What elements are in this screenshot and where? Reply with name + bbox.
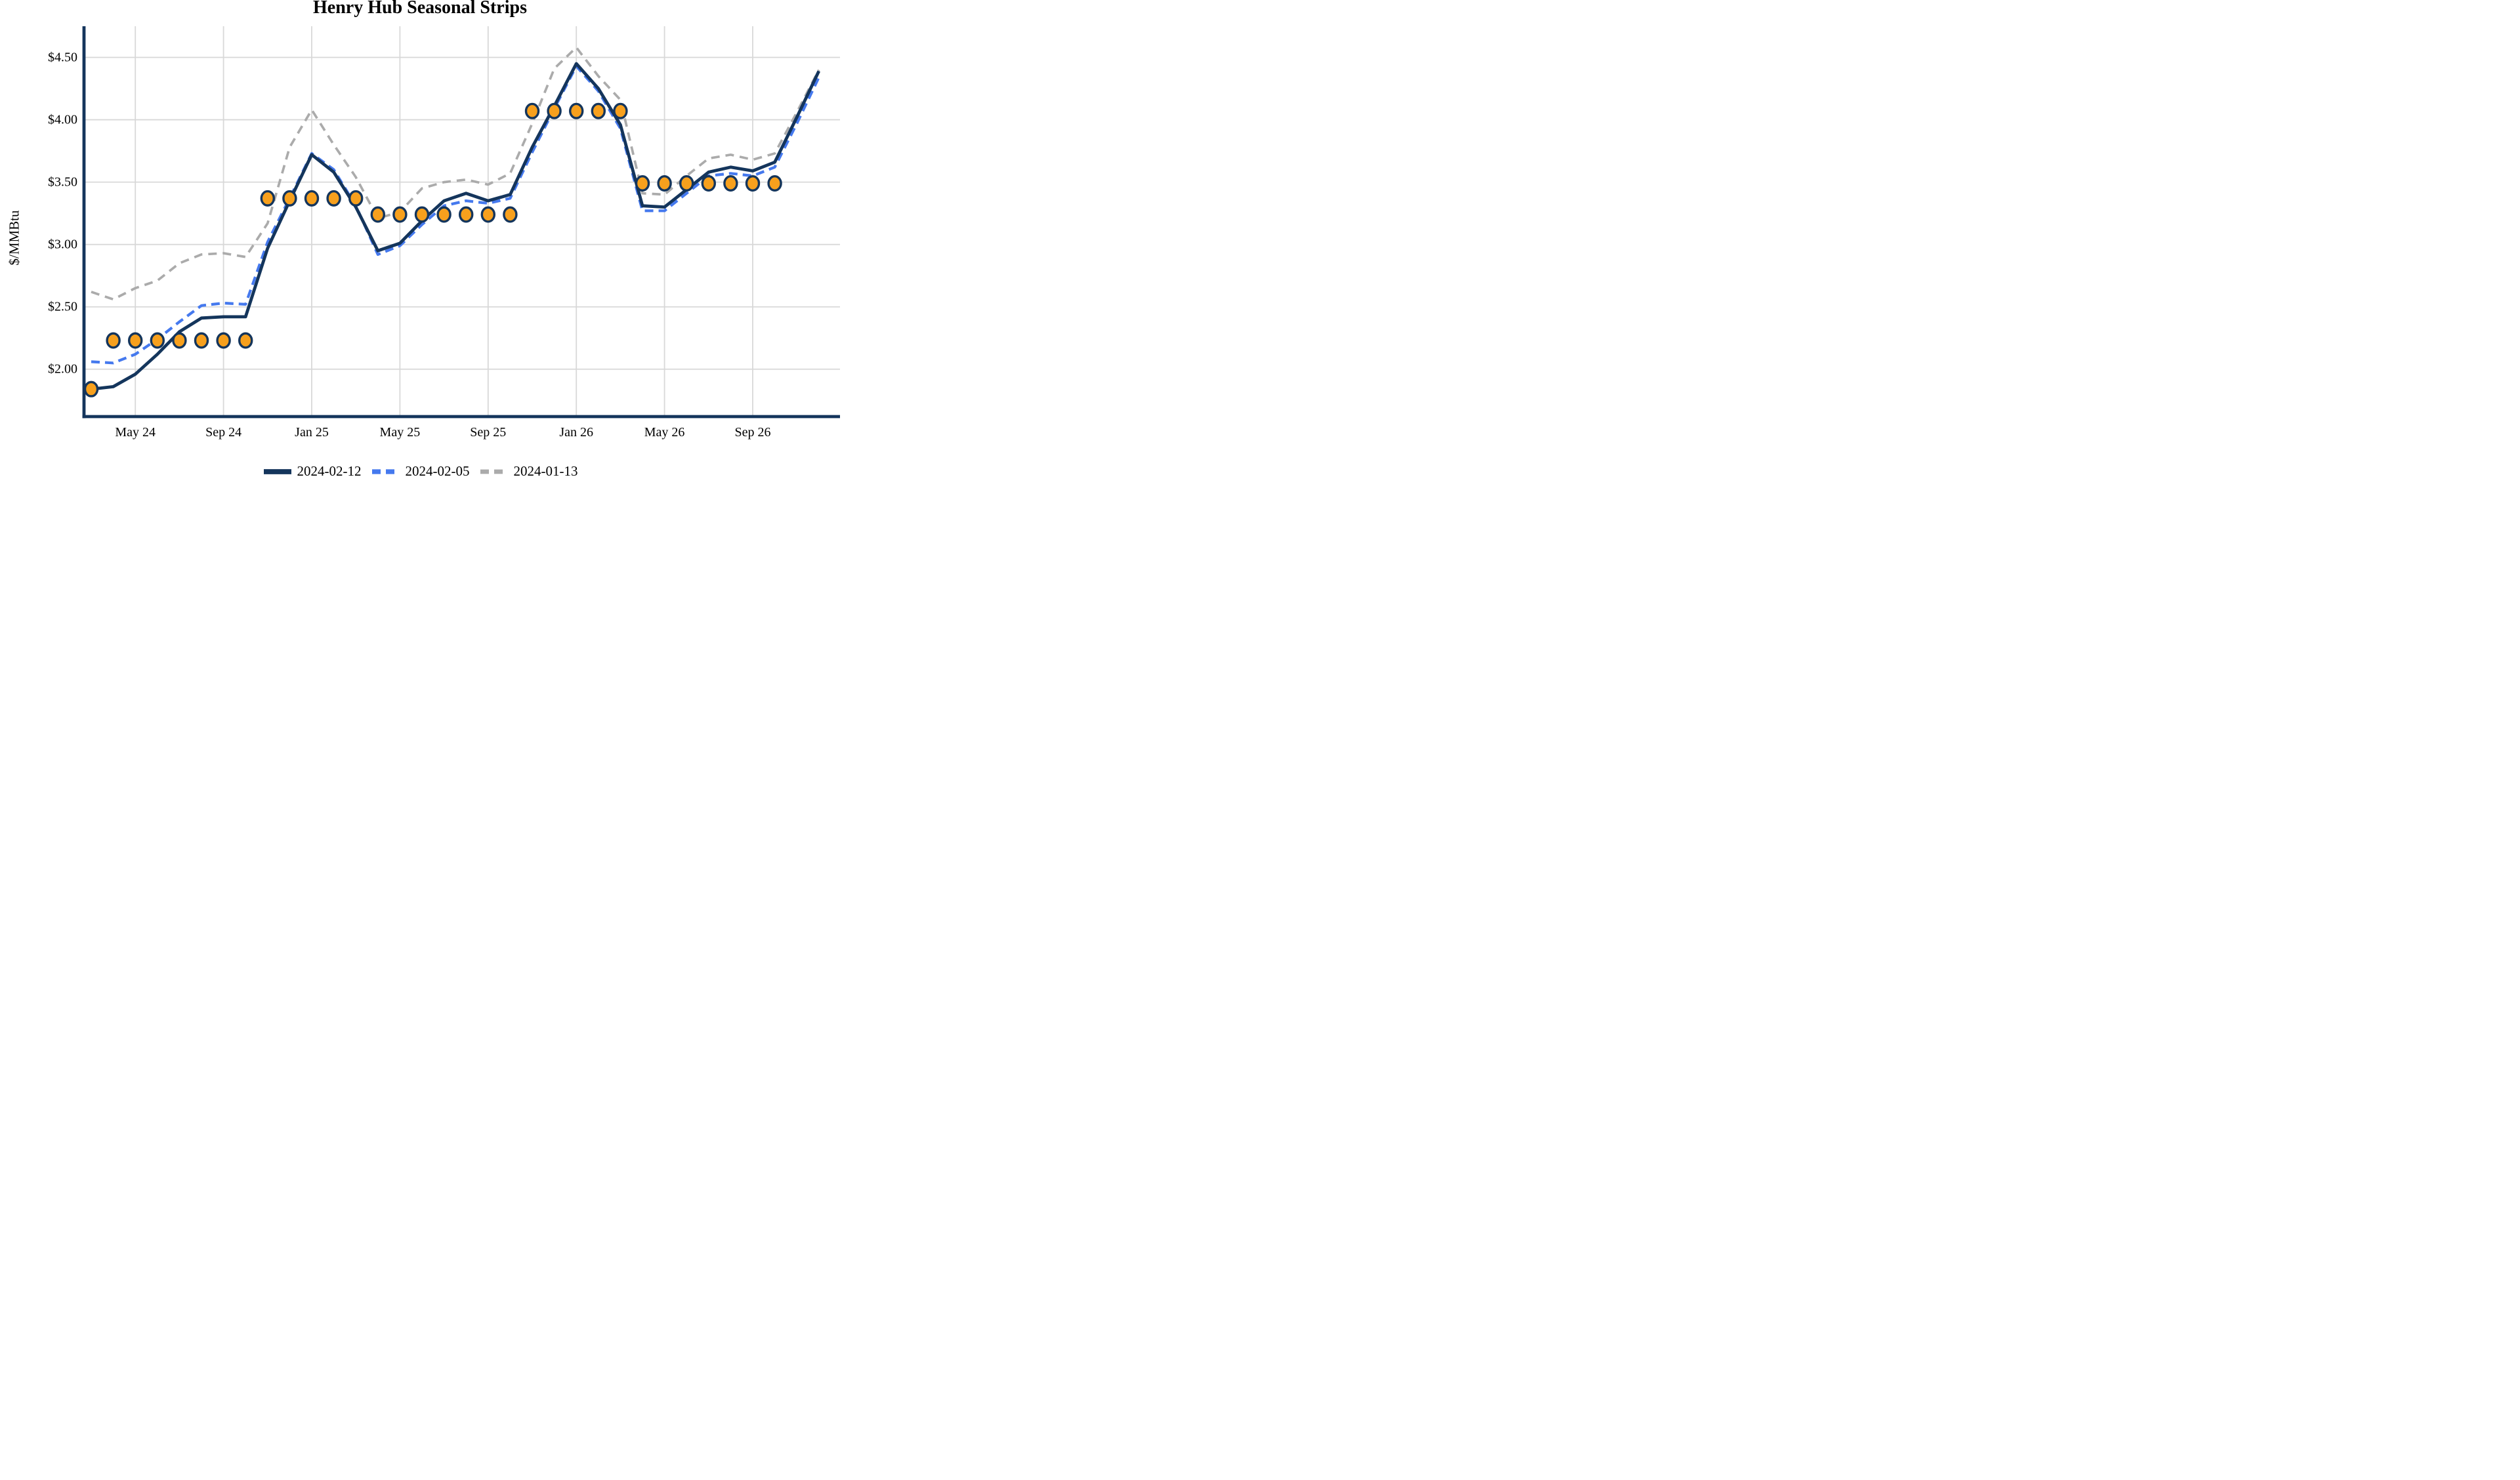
x-tick-label: Jan 26 [559,425,594,440]
seasonal-strip-marker [657,175,672,192]
seasonal-strip-marker [679,175,694,192]
chart-title: Henry Hub Seasonal Strips [313,0,527,18]
legend-swatch-dashed-line [480,469,508,474]
seasonal-strip-marker [392,206,408,223]
seasonal-strip-marker [194,332,209,349]
y-tick-label: $4.00 [48,112,77,127]
y-tick-label: $3.00 [48,237,77,252]
seasonal-strip-marker [547,102,562,119]
series-line-2024-01-13 [91,46,820,301]
seasonal-strip-marker [701,175,717,192]
seasonal-strip-marker [459,206,474,223]
seasonal-strip-marker [304,190,320,207]
seasonal-strip-marker [172,332,187,349]
seasonal-strip-marker [436,206,452,223]
seasonal-strip-marker [635,175,650,192]
seasonal-strip-marker [414,206,430,223]
seasonal-strip-marker [370,206,385,223]
seasonal-strip-marker [238,332,253,349]
seasonal-strip-marker [723,175,738,192]
seasonal-strip-marker [503,206,518,223]
seasonal-strip-marker [216,332,231,349]
seasonal-strip-marker [150,332,165,349]
series-line-2024-02-12 [91,62,820,391]
x-tick-label: May 26 [644,425,685,440]
legend-label: 2024-02-05 [405,463,470,479]
legend-swatch-dashed-line [371,468,400,474]
henry-hub-seasonal-strips-chart: Henry Hub Seasonal Strips $/MMBtu $2.00 $… [0,0,840,493]
seasonal-strip-marker [613,102,628,119]
series-line-2024-02-05 [91,64,820,365]
y-tick-label: $3.50 [48,175,77,190]
seasonal-strip-marker [106,332,121,349]
legend: 2024-02-12 2024-02-05 2024-01-13 [0,463,840,480]
plot-area [82,26,840,419]
legend-label: 2024-01-13 [513,463,578,479]
seasonal-strip-marker [745,175,761,192]
seasonal-strip-marker [348,190,364,207]
x-tick-label: Sep 25 [470,425,507,440]
seasonal-strip-marker [569,102,584,119]
x-tick-label: Jan 25 [295,425,329,440]
seasonal-strip-marker [83,380,99,398]
x-tick-label: Sep 26 [734,425,771,440]
y-tick-label: $2.00 [48,361,77,377]
seasonal-strip-marker [524,102,540,119]
legend-swatch-solid-line [263,468,291,474]
legend-label: 2024-02-12 [297,463,362,479]
legend-item-2024-01-13: 2024-01-13 [479,463,578,480]
x-tick-label: May 25 [379,425,421,440]
y-tick-label: $2.50 [48,299,77,314]
seasonal-strip-marker [326,190,341,207]
x-tick-label: May 24 [115,425,156,440]
legend-item-2024-02-12: 2024-02-12 [262,463,362,480]
legend-item-2024-02-05: 2024-02-05 [371,463,470,480]
seasonal-strip-marker [480,206,495,223]
y-tick-label: $4.50 [48,50,77,65]
seasonal-strip-marker [282,190,297,207]
seasonal-strip-marker [127,332,143,349]
x-tick-label: Sep 24 [205,425,242,440]
seasonal-strip-marker [767,175,782,192]
seasonal-strip-marker [591,102,606,119]
seasonal-strip-marker [260,190,275,207]
